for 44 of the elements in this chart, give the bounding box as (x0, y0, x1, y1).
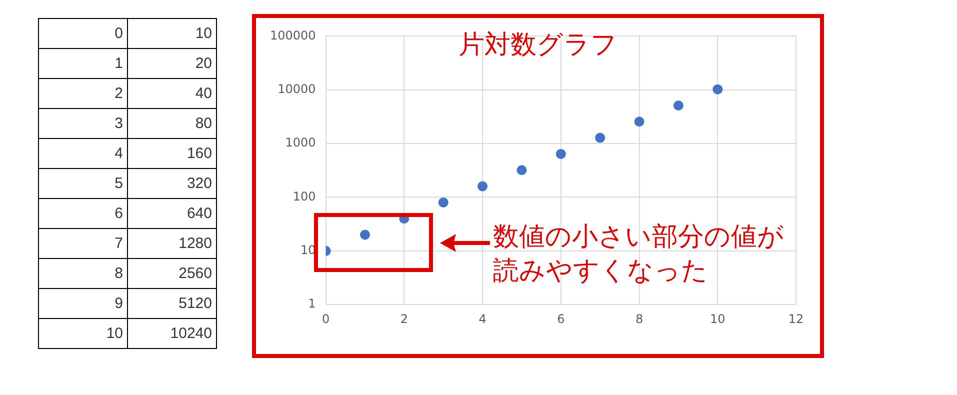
y-tick-label: 1000 (285, 136, 316, 150)
y-tick-label: 1 (308, 296, 316, 311)
annotation: 数値の小さい部分の値が読みやすくなった (493, 221, 785, 288)
x-tick-label: 12 (788, 312, 804, 326)
text: 80 (128, 108, 216, 138)
text: 1280 (128, 228, 216, 258)
text: 160 (128, 138, 216, 168)
point (478, 181, 488, 192)
text: 20 (128, 48, 216, 78)
y-tick-label: 100000 (270, 28, 316, 42)
point (438, 197, 448, 208)
text: 8 (38, 258, 128, 288)
text: 1 (38, 48, 128, 78)
point (634, 116, 644, 127)
text: 2560 (128, 258, 216, 288)
x-tick-label: 6 (557, 312, 565, 326)
x-tick-label: 0 (322, 312, 330, 326)
x-tick-label: 8 (635, 312, 644, 326)
point (516, 165, 527, 176)
text: 0 (38, 18, 128, 48)
text: 40 (128, 78, 216, 108)
text: 320 (128, 168, 216, 198)
point (360, 230, 370, 240)
text: 7 (38, 228, 128, 258)
y-tick-label: 10000 (278, 82, 316, 96)
point (712, 84, 723, 94)
text: 640 (128, 198, 216, 228)
x-tick-label: 2 (400, 312, 408, 326)
text: 5 (38, 168, 128, 198)
point (556, 148, 566, 159)
y-tick-label: 100 (292, 189, 316, 204)
point (673, 100, 684, 110)
text: 10 (128, 18, 216, 48)
text: 6 (38, 198, 128, 228)
text: 10240 (128, 318, 216, 348)
text: 3 (38, 108, 128, 138)
x-tick-label: 4 (478, 312, 486, 326)
point (595, 132, 606, 143)
x-tick-label: 10 (710, 312, 726, 326)
text: 9 (38, 288, 128, 318)
text: 5120 (128, 288, 216, 318)
text: 4 (38, 138, 128, 168)
text: 2 (38, 78, 128, 108)
chart-title: 片対数グラフ (458, 30, 618, 60)
